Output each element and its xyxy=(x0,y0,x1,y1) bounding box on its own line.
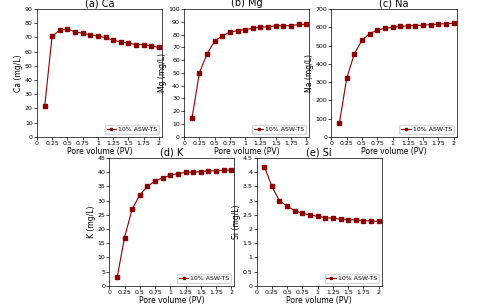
Y-axis label: K (mg/L): K (mg/L) xyxy=(87,206,96,238)
Legend: 10% ASW-TS: 10% ASW-TS xyxy=(399,125,454,134)
X-axis label: Pore volume (PV): Pore volume (PV) xyxy=(139,296,205,304)
X-axis label: Pore volume (PV): Pore volume (PV) xyxy=(286,296,352,304)
X-axis label: Pore volume (PV): Pore volume (PV) xyxy=(67,147,132,156)
Title: (d) K: (d) K xyxy=(160,147,184,157)
Legend: 10% ASW-TS: 10% ASW-TS xyxy=(252,125,306,134)
X-axis label: Pore volume (PV): Pore volume (PV) xyxy=(214,147,279,156)
Legend: 10% ASW-TS: 10% ASW-TS xyxy=(105,125,159,134)
X-axis label: Pore volume (PV): Pore volume (PV) xyxy=(361,147,427,156)
Y-axis label: Mg (mg/L): Mg (mg/L) xyxy=(158,54,167,92)
Legend: 10% ASW-TS: 10% ASW-TS xyxy=(177,274,231,283)
Title: (b) Mg: (b) Mg xyxy=(231,0,263,8)
Title: (c) Na: (c) Na xyxy=(379,0,409,8)
Legend: 10% ASW-TS: 10% ASW-TS xyxy=(325,274,379,283)
Y-axis label: Ca (mg/L): Ca (mg/L) xyxy=(14,54,24,92)
Title: (a) Ca: (a) Ca xyxy=(84,0,114,8)
Y-axis label: Si (mg/L): Si (mg/L) xyxy=(232,205,241,239)
Y-axis label: Na (mg/L): Na (mg/L) xyxy=(305,54,314,92)
Title: (e) Si: (e) Si xyxy=(306,147,332,157)
